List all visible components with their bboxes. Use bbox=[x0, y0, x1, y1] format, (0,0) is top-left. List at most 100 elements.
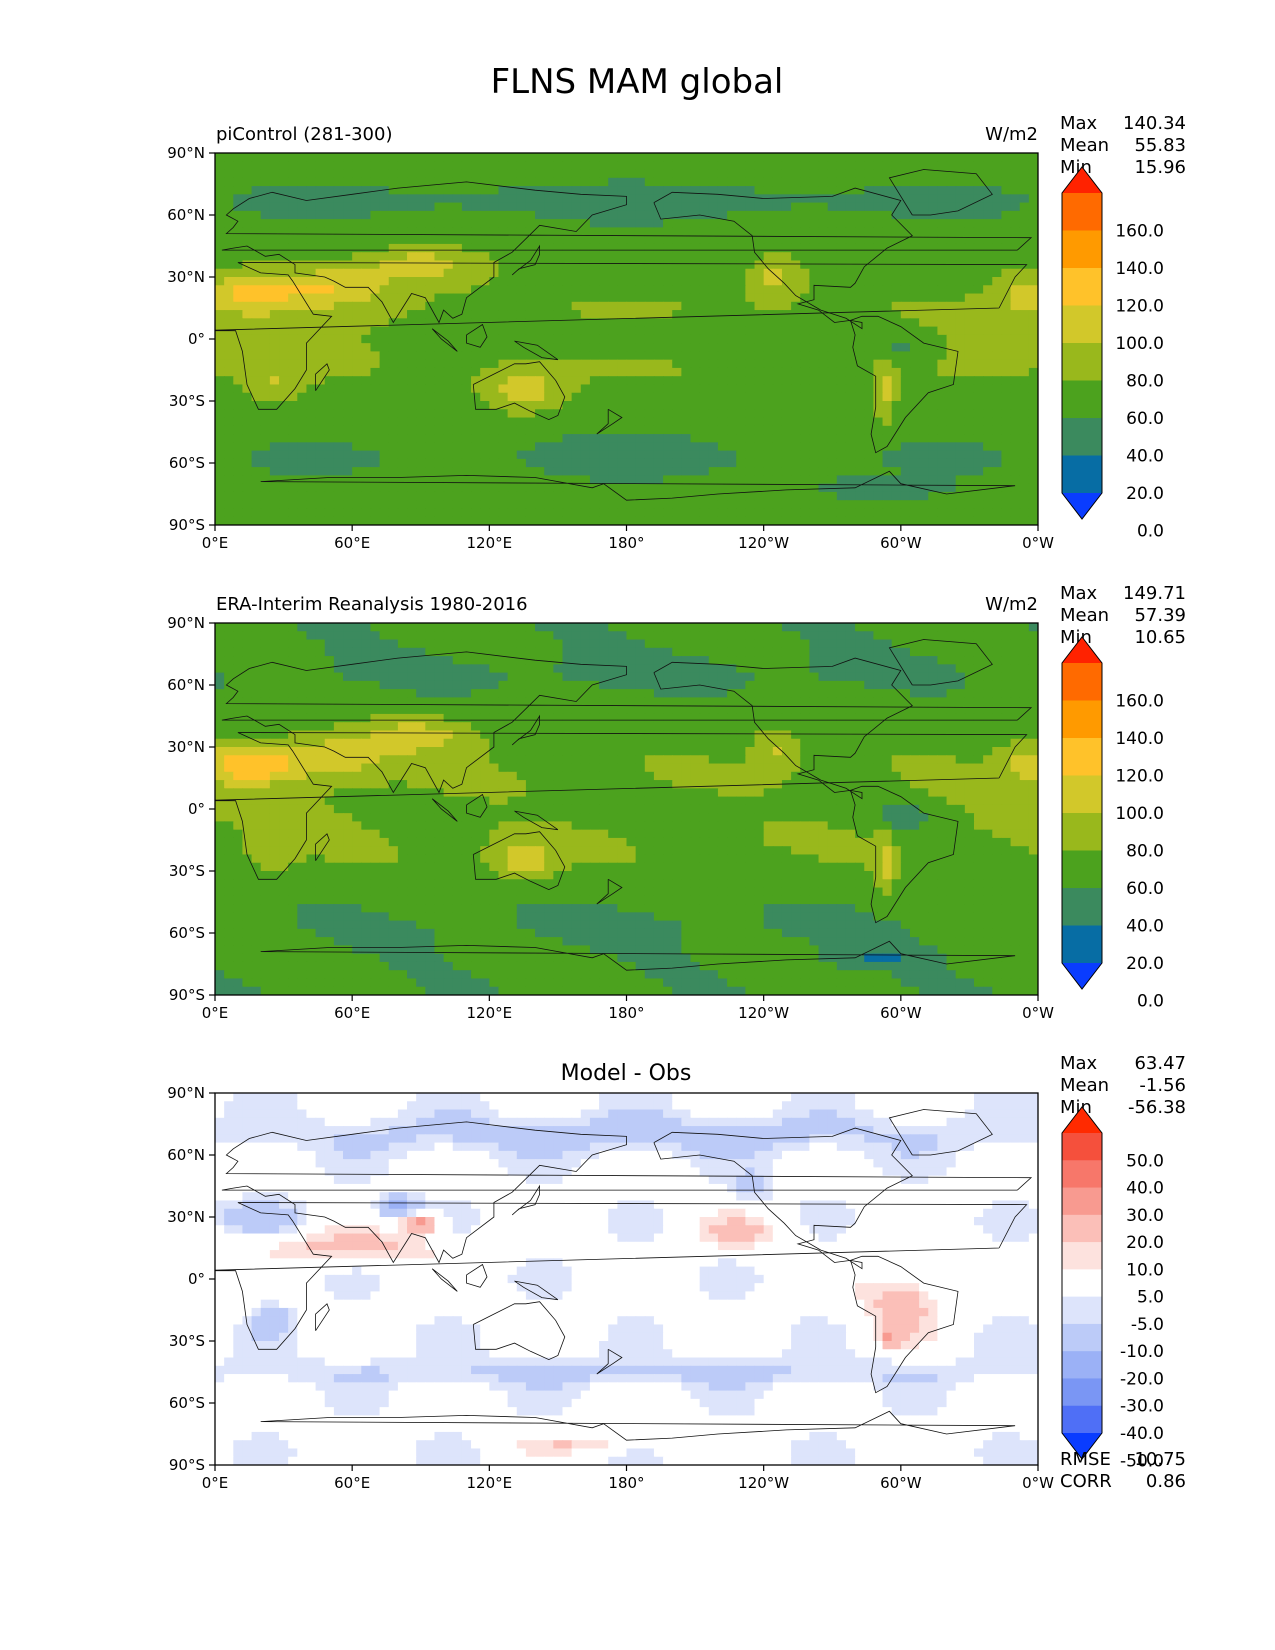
field-cell bbox=[461, 301, 472, 311]
field-cell bbox=[599, 672, 609, 682]
field-cell bbox=[507, 434, 518, 443]
field-cell bbox=[251, 639, 262, 649]
field-cell bbox=[434, 467, 445, 476]
field-cell bbox=[1028, 680, 1038, 690]
field-cell bbox=[836, 475, 847, 485]
field-cell bbox=[397, 500, 408, 510]
field-cell bbox=[900, 235, 911, 245]
field-cell bbox=[233, 409, 244, 419]
field-cell bbox=[535, 227, 545, 237]
field-cell bbox=[800, 689, 810, 698]
field-cell bbox=[617, 409, 628, 419]
field-cell bbox=[855, 285, 865, 295]
field-cell bbox=[745, 631, 756, 641]
field-cell bbox=[891, 367, 902, 377]
field-cell bbox=[525, 161, 536, 171]
field-cell bbox=[955, 153, 966, 162]
field-cell bbox=[836, 500, 847, 510]
field-cell bbox=[544, 417, 554, 427]
field-cell bbox=[333, 458, 344, 468]
field-cell bbox=[589, 210, 600, 220]
field-cell bbox=[589, 235, 600, 245]
field-cell bbox=[306, 467, 317, 476]
field-cell bbox=[653, 219, 664, 228]
x-tick-label: 180° bbox=[608, 534, 644, 552]
field-cell bbox=[599, 508, 609, 518]
field-cell bbox=[535, 467, 545, 476]
field-cell bbox=[873, 293, 884, 303]
field-cell bbox=[608, 293, 618, 303]
field-cell bbox=[727, 500, 737, 510]
field-cell bbox=[690, 392, 701, 402]
field-cell bbox=[233, 326, 244, 336]
field-cell bbox=[928, 639, 939, 649]
field-cell bbox=[279, 417, 289, 427]
field-cell bbox=[288, 631, 298, 641]
field-cell bbox=[635, 392, 646, 402]
field-cell bbox=[324, 631, 335, 641]
field-cell bbox=[708, 450, 719, 460]
field-cell bbox=[489, 417, 500, 427]
field-cell bbox=[480, 491, 490, 501]
field-cell bbox=[736, 458, 746, 468]
field-cell bbox=[516, 442, 527, 452]
field-cell bbox=[1019, 475, 1030, 485]
field-cell bbox=[1001, 153, 1012, 162]
field-cell bbox=[873, 491, 884, 501]
field-cell bbox=[379, 202, 390, 212]
field-cell bbox=[562, 285, 573, 295]
field-cell bbox=[937, 516, 948, 525]
field-cell bbox=[461, 516, 472, 525]
field-cell bbox=[672, 516, 682, 525]
field-cell bbox=[269, 689, 280, 698]
field-cell bbox=[507, 672, 518, 682]
field-cell bbox=[525, 508, 536, 518]
field-cell bbox=[653, 334, 664, 344]
field-cell bbox=[370, 153, 381, 162]
field-cell bbox=[855, 508, 865, 518]
field-cell bbox=[580, 631, 591, 641]
field-cell bbox=[818, 491, 829, 501]
field-cell bbox=[535, 458, 545, 468]
field-cell bbox=[653, 631, 664, 641]
field-cell bbox=[233, 392, 244, 402]
field-cell bbox=[397, 202, 408, 212]
field-cell bbox=[919, 672, 929, 682]
field-cell bbox=[589, 401, 600, 410]
field-cell bbox=[809, 268, 820, 278]
field-cell bbox=[891, 293, 902, 303]
field-cell bbox=[324, 252, 335, 262]
field-cell bbox=[599, 623, 609, 632]
field-cell bbox=[745, 169, 756, 179]
field-cell bbox=[544, 467, 554, 476]
field-cell bbox=[407, 194, 417, 204]
field-cell bbox=[333, 293, 344, 303]
field-cell bbox=[864, 153, 874, 162]
field-cell bbox=[489, 467, 500, 476]
field-cell bbox=[635, 631, 646, 641]
field-cell bbox=[599, 367, 609, 377]
field-cell bbox=[1028, 689, 1038, 698]
field-cell bbox=[315, 301, 326, 311]
field-cell bbox=[919, 417, 929, 427]
field-cell bbox=[269, 392, 280, 402]
field-cell bbox=[288, 235, 298, 245]
field-cell bbox=[946, 647, 957, 657]
field-cell bbox=[626, 359, 637, 369]
field-cell bbox=[653, 467, 664, 476]
field-cell bbox=[242, 227, 253, 237]
field-cell bbox=[498, 153, 509, 162]
field-cell bbox=[306, 161, 317, 171]
field-cell bbox=[1010, 450, 1021, 460]
field-cell bbox=[626, 631, 637, 641]
field-cell bbox=[909, 434, 920, 443]
field-cell bbox=[1019, 235, 1030, 245]
field-cell bbox=[352, 664, 362, 674]
field-cell bbox=[507, 169, 518, 179]
colorbar-over-arrow bbox=[1062, 167, 1102, 193]
field-cell bbox=[525, 268, 536, 278]
field-cell bbox=[1019, 277, 1030, 286]
field-cell bbox=[434, 367, 445, 377]
field-cell bbox=[379, 467, 390, 476]
field-cell bbox=[964, 508, 975, 518]
